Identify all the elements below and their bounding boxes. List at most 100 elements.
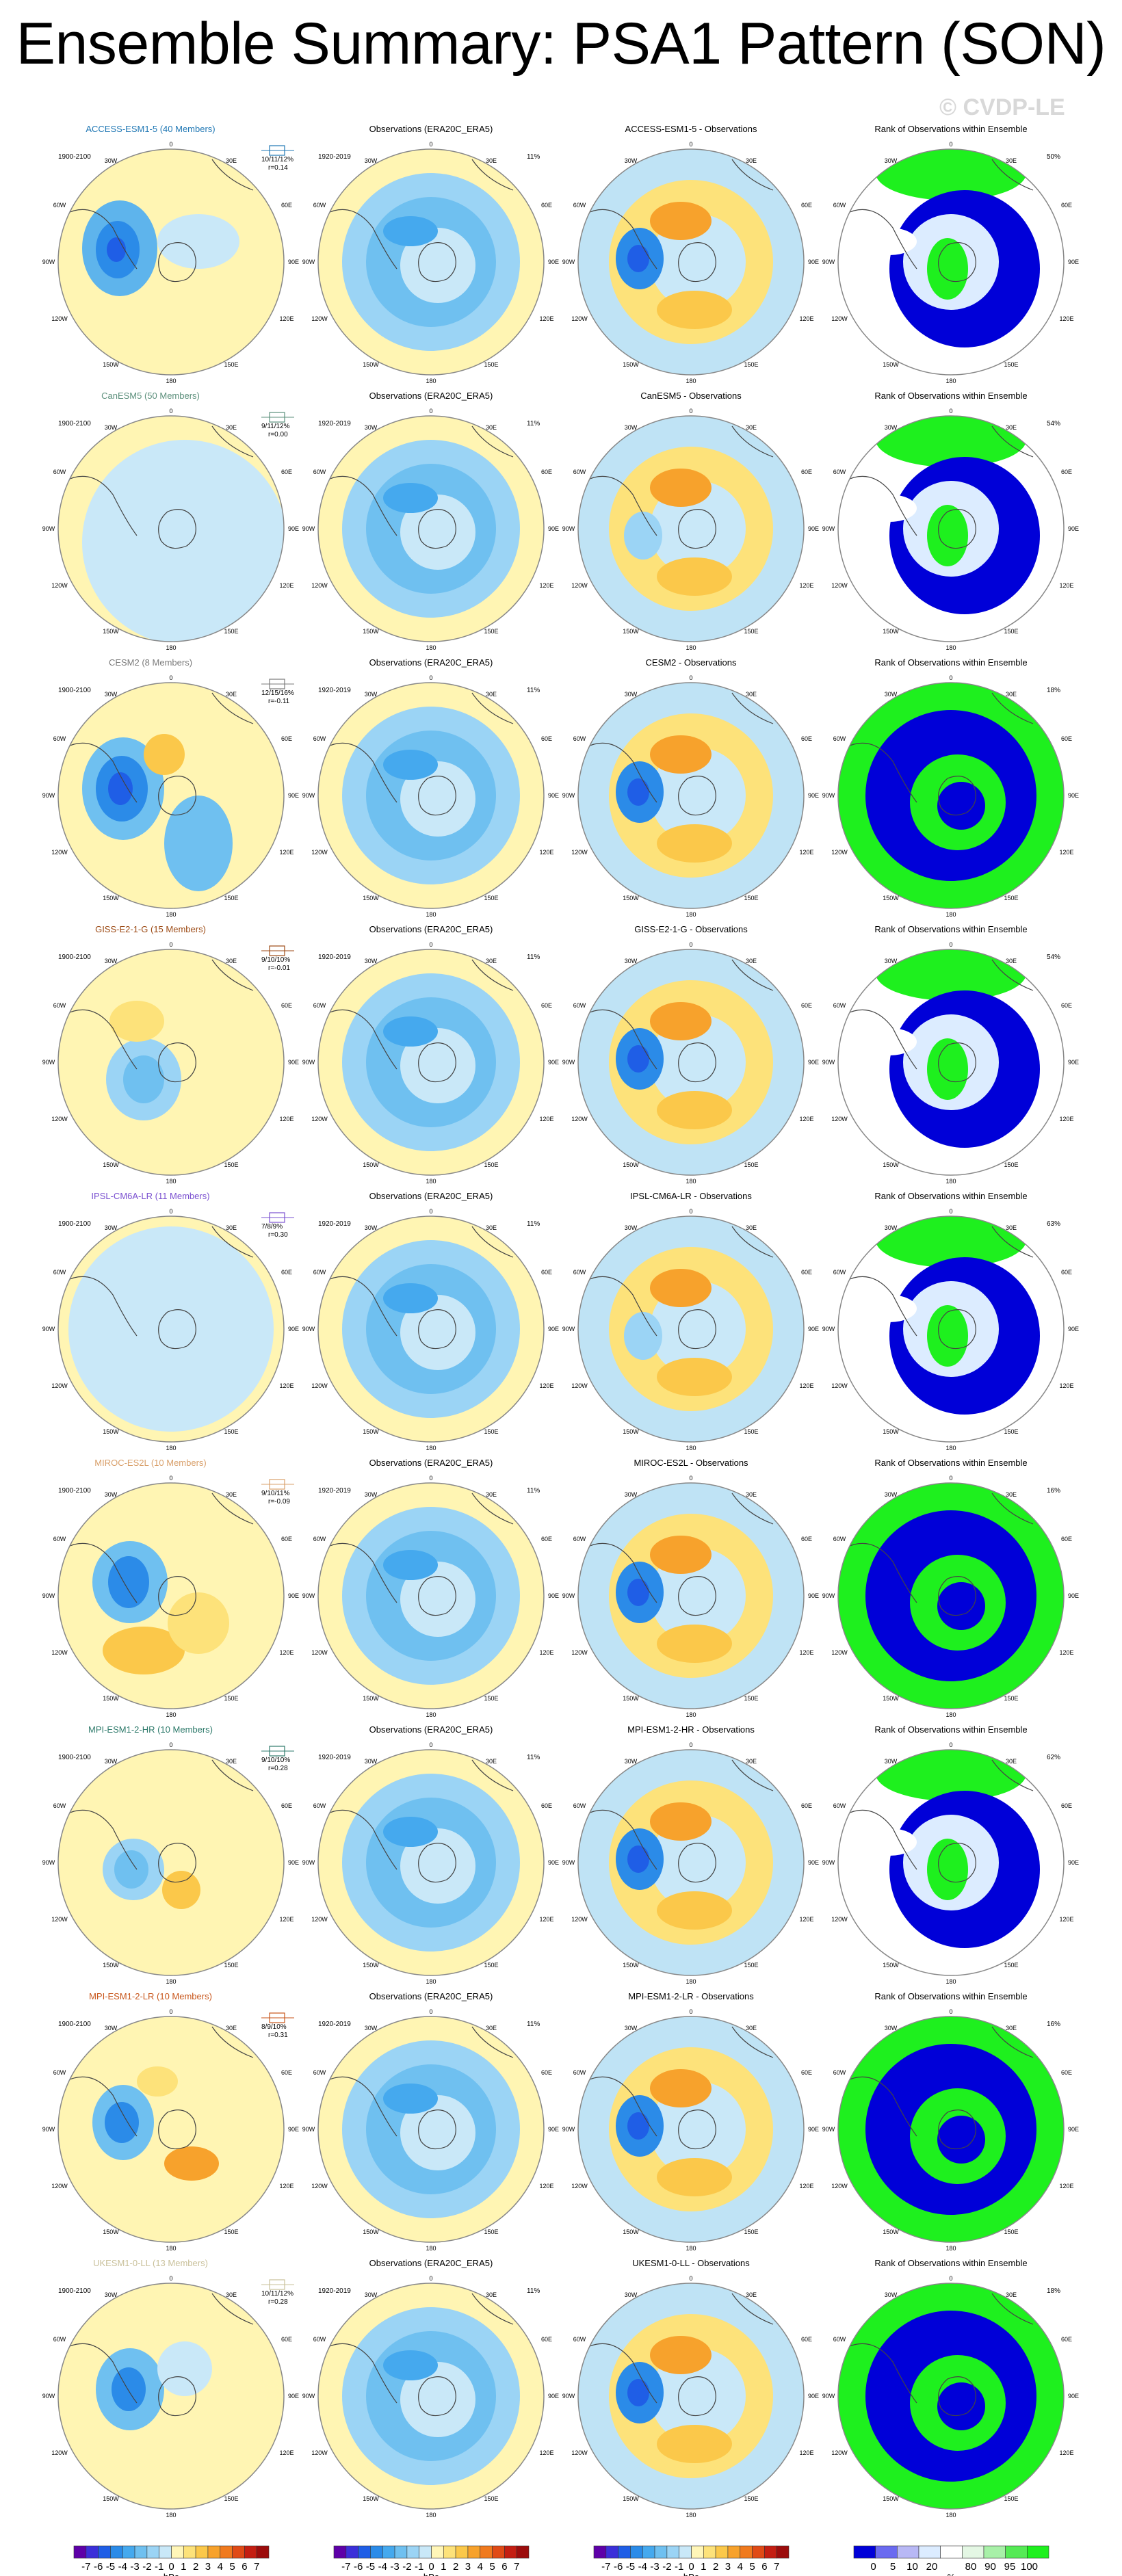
lon-label-top: 0: [949, 2275, 952, 2282]
lon-label-right-upper: 60E: [541, 202, 552, 209]
lon-label-top-right: 30E: [486, 958, 497, 964]
model-correlation: r=0.00: [268, 431, 288, 438]
colorbar-swatch: [183, 2545, 196, 2559]
colorbar-tick-label: 7: [774, 2561, 779, 2573]
lon-label-bottom: 180: [686, 644, 696, 651]
colorbar-swatch: [752, 2545, 765, 2559]
rank-panel: Rank of Observations within Ensemble 54% 0…: [822, 391, 1079, 651]
lon-label-bottom: 180: [426, 1978, 436, 1985]
africa-outline: [731, 425, 774, 458]
lon-label-top-right: 30E: [746, 2025, 757, 2032]
lon-label-bottom-left: 150W: [363, 2229, 379, 2235]
contour-region: [650, 1269, 712, 1307]
lon-label-right-lower: 120E: [279, 315, 293, 322]
africa-outline: [991, 692, 1034, 724]
contour-region: [108, 772, 133, 805]
lon-label-top-right: 30E: [746, 1491, 757, 1498]
lon-label-left-upper: 60W: [573, 735, 586, 742]
map-boundary: [57, 2016, 285, 2243]
lon-label-top-right: 30E: [1006, 2025, 1017, 2032]
lon-label-left-lower: 120W: [571, 849, 588, 856]
lon-label-bottom: 180: [945, 2245, 956, 2252]
observations-period: 1920-2019: [318, 2021, 351, 2028]
contour-region: [168, 1592, 229, 1654]
antarctica-outline: [418, 509, 456, 549]
colorbar-tick-label: -7: [341, 2561, 350, 2573]
colorbar-tick-label: 0: [168, 2561, 174, 2573]
africa-outline: [211, 425, 254, 458]
lon-label-left-upper: 60W: [313, 202, 326, 209]
difference-title: CESM2 - Observations: [646, 657, 737, 668]
lon-label-top-left: 30W: [365, 691, 378, 698]
lon-label-left: 90W: [302, 1326, 315, 1332]
map-field: [838, 416, 1064, 642]
lon-label-bottom-left: 150W: [883, 628, 899, 635]
colorbar-swatch: [983, 2545, 1006, 2559]
lon-label-bottom-right: 150E: [224, 361, 238, 368]
lon-label-right: 90E: [1068, 1326, 1079, 1332]
lon-label-left-upper: 60W: [313, 2336, 326, 2343]
lon-label-top: 0: [689, 408, 692, 415]
contour-region: [383, 1016, 438, 1047]
model-stats: 9/10/10%: [261, 956, 290, 964]
lon-label-right-upper: 60E: [1061, 2069, 1072, 2076]
colorbar-swatch: [244, 2545, 257, 2559]
lon-label-bottom-right: 150E: [1004, 895, 1018, 902]
model-panel: GISS-E2-1-G (15 Members) 1900-2100 9/10/10…: [42, 924, 299, 1185]
model-stats: 10/11/12%: [261, 2290, 293, 2298]
africa-outline: [731, 1226, 774, 1258]
contour-region: [927, 238, 968, 300]
antarctica-outline: [158, 509, 196, 549]
south-america-outline: [64, 2076, 138, 2137]
contour-region: [937, 782, 985, 830]
lon-label-left: 90W: [822, 1592, 835, 1599]
model-panel: ACCESS-ESM1-5 (40 Members) 1900-2100 10/11…: [42, 124, 299, 384]
contour-region: [144, 734, 185, 775]
map-field: [58, 683, 284, 908]
contour-region: [876, 416, 1026, 467]
lon-label-right-lower: 120E: [279, 2449, 293, 2456]
lon-label-left-upper: 60W: [53, 1002, 66, 1009]
lon-label-left: 90W: [822, 1326, 835, 1332]
colorbar-swatch: [918, 2545, 941, 2559]
antarctica-outline: [158, 242, 196, 282]
lon-label-top-left: 30W: [625, 1224, 638, 1231]
antarctica-outline: [418, 1576, 456, 1616]
contour-region: [627, 778, 649, 806]
lon-label-right-lower: 120E: [799, 1916, 813, 1923]
colorbar-swatch: [480, 2545, 493, 2559]
lon-label-right-lower: 120E: [539, 315, 553, 322]
contour-region: [109, 1001, 164, 1042]
lon-label-left: 90W: [562, 525, 575, 532]
lon-label-top-right: 30E: [226, 958, 237, 964]
model-correlation: r=-0.01: [268, 964, 290, 972]
range-box: [269, 145, 285, 156]
difference-title: CanESM5 - Observations: [640, 391, 742, 401]
rank-title: Rank of Observations within Ensemble: [874, 657, 1027, 668]
colorbar-swatch: [1027, 2545, 1049, 2559]
lon-label-top-left: 30W: [365, 2025, 378, 2032]
map-boundary: [837, 415, 1065, 642]
colorbar-swatch: [345, 2545, 358, 2559]
contour-region: [657, 1091, 732, 1129]
difference-title: GISS-E2-1-G - Observations: [634, 924, 748, 934]
map-boundary: [57, 415, 285, 642]
lon-label-top: 0: [689, 1742, 692, 1748]
colorbar-units: %: [948, 2572, 956, 2576]
lon-label-left: 90W: [822, 259, 835, 265]
lon-label-right-upper: 60E: [541, 1269, 552, 1276]
lon-label-right: 90E: [808, 1326, 819, 1332]
model-correlation: r=0.30: [268, 1231, 288, 1239]
antarctica-outline: [938, 2110, 976, 2150]
model-period: 1900-2100: [58, 2021, 91, 2028]
lon-label-bottom-right: 150E: [744, 2495, 758, 2502]
lon-label-bottom-right: 150E: [224, 1161, 238, 1168]
difference-panel: MPI-ESM1-2-HR - Observations 0 30W 30E 60W 60…: [562, 1724, 819, 1985]
lon-label-right-upper: 60E: [541, 2336, 552, 2343]
antarctica-outline: [418, 1843, 456, 1883]
lon-label-top: 0: [949, 941, 952, 948]
map-field: [838, 2016, 1064, 2242]
lon-label-top-right: 30E: [1006, 157, 1017, 164]
lon-label-bottom: 180: [426, 378, 436, 384]
